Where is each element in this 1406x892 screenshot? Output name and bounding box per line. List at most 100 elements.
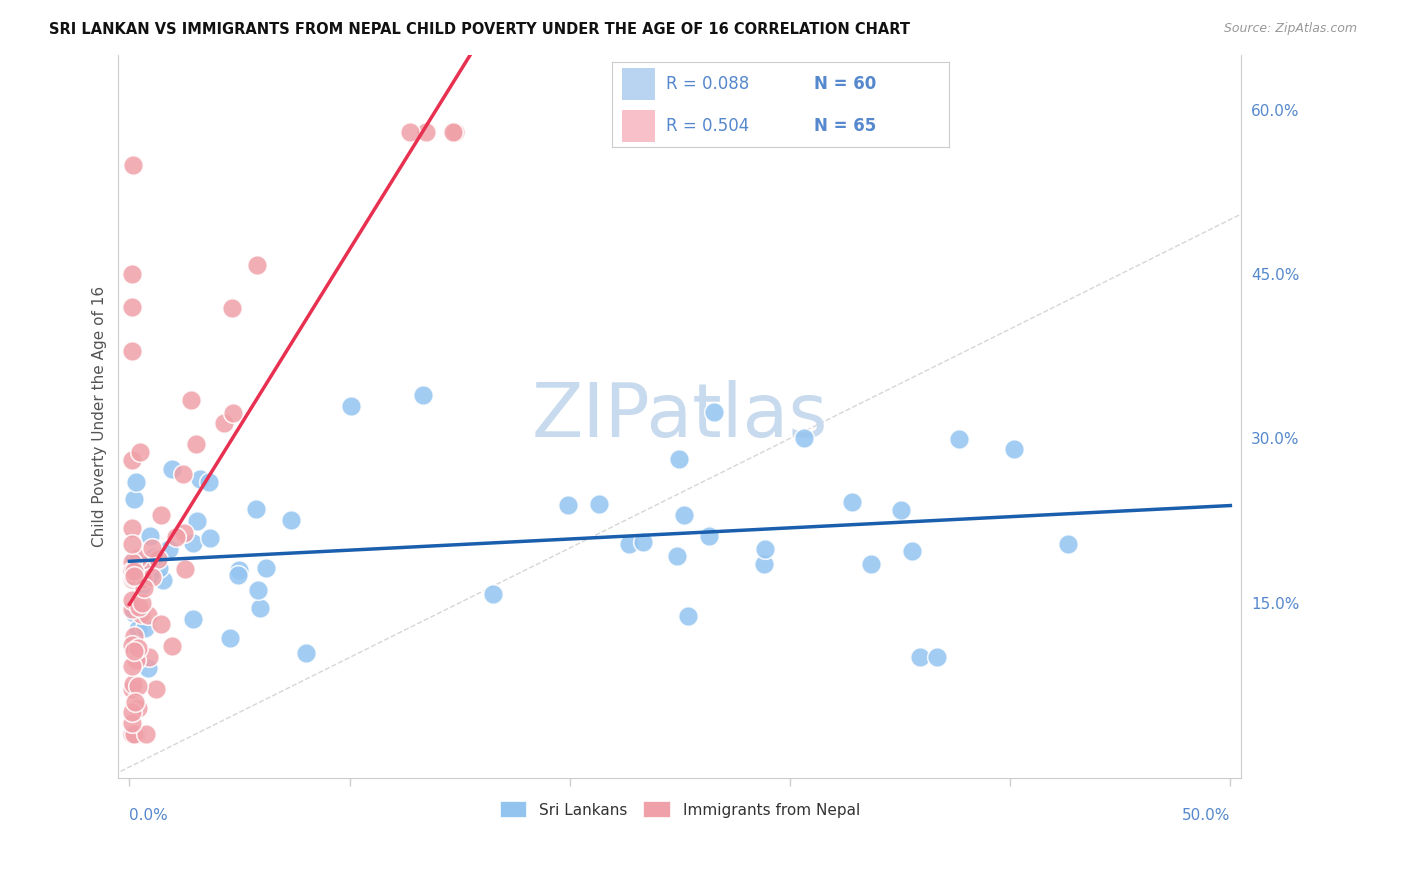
Point	[121, 300, 143, 314]
Text: ZIPatlas: ZIPatlas	[531, 380, 828, 453]
Point	[188, 472, 211, 486]
Point	[134, 581, 156, 595]
Point	[557, 499, 579, 513]
Point	[197, 475, 219, 489]
Point	[134, 564, 156, 578]
Point	[702, 404, 724, 418]
Point	[121, 537, 143, 551]
Point	[121, 521, 143, 535]
Point	[136, 557, 159, 571]
Point	[793, 432, 815, 446]
Bar	[621, 110, 655, 142]
Point	[181, 536, 204, 550]
Point	[134, 621, 156, 635]
Point	[249, 601, 271, 615]
Text: 0.0%: 0.0%	[129, 808, 169, 823]
Point	[127, 622, 149, 636]
Point	[588, 497, 610, 511]
Point	[925, 650, 948, 665]
Point	[127, 577, 149, 591]
Point	[122, 727, 145, 741]
Point	[1002, 442, 1025, 457]
Point	[138, 649, 160, 664]
Point	[124, 727, 146, 741]
Point	[127, 680, 149, 694]
Point	[673, 508, 696, 523]
Point	[222, 406, 245, 420]
Point	[124, 629, 146, 643]
Point	[441, 125, 464, 139]
Point	[172, 467, 194, 482]
Point	[149, 616, 172, 631]
Point	[152, 573, 174, 587]
Text: SRI LANKAN VS IMMIGRANTS FROM NEPAL CHILD POVERTY UNDER THE AGE OF 16 CORRELATIO: SRI LANKAN VS IMMIGRANTS FROM NEPAL CHIL…	[49, 22, 910, 37]
Point	[135, 727, 157, 741]
Point	[131, 572, 153, 586]
Point	[131, 596, 153, 610]
Point	[859, 558, 882, 572]
Point	[148, 552, 170, 566]
Point	[122, 570, 145, 584]
Point	[121, 727, 143, 741]
Point	[136, 562, 159, 576]
Point	[141, 570, 163, 584]
Point	[901, 543, 924, 558]
Text: R = 0.088: R = 0.088	[665, 75, 749, 93]
Point	[174, 562, 197, 576]
Point	[184, 437, 207, 451]
Point	[121, 555, 143, 569]
Point	[139, 568, 162, 582]
Text: 50.0%: 50.0%	[1182, 808, 1230, 823]
Point	[124, 564, 146, 578]
Point	[128, 599, 150, 614]
Point	[948, 433, 970, 447]
Point	[121, 681, 143, 696]
Text: N = 60: N = 60	[814, 75, 876, 93]
Point	[481, 587, 503, 601]
Point	[121, 592, 143, 607]
Point	[412, 387, 434, 401]
Y-axis label: Child Poverty Under the Age of 16: Child Poverty Under the Age of 16	[93, 286, 107, 547]
Point	[124, 642, 146, 657]
Point	[145, 681, 167, 696]
Point	[131, 578, 153, 592]
Point	[1057, 536, 1080, 550]
Point	[890, 502, 912, 516]
Point	[125, 653, 148, 667]
Point	[122, 551, 145, 566]
Point	[121, 705, 143, 719]
Point	[160, 640, 183, 654]
Point	[121, 453, 143, 467]
Text: Source: ZipAtlas.com: Source: ZipAtlas.com	[1223, 22, 1357, 36]
Point	[121, 727, 143, 741]
Point	[121, 343, 143, 358]
Point	[246, 258, 269, 272]
Point	[125, 475, 148, 489]
Point	[162, 462, 184, 476]
Text: N = 65: N = 65	[814, 117, 876, 135]
Point	[127, 551, 149, 566]
Point	[226, 568, 249, 582]
Point	[443, 125, 465, 139]
Point	[631, 534, 654, 549]
Point	[173, 526, 195, 541]
Point	[121, 658, 143, 673]
Point	[752, 557, 775, 571]
Point	[131, 607, 153, 622]
Point	[221, 301, 243, 316]
Point	[280, 513, 302, 527]
Point	[245, 502, 267, 516]
Point	[841, 495, 863, 509]
Point	[125, 574, 148, 588]
Point	[122, 158, 145, 172]
Point	[148, 561, 170, 575]
Point	[122, 569, 145, 583]
Point	[136, 661, 159, 675]
Point	[246, 583, 269, 598]
Point	[128, 445, 150, 459]
Point	[127, 640, 149, 655]
Point	[139, 529, 162, 543]
Legend: Sri Lankans, Immigrants from Nepal: Sri Lankans, Immigrants from Nepal	[494, 795, 866, 824]
Point	[122, 644, 145, 658]
Point	[121, 638, 143, 652]
